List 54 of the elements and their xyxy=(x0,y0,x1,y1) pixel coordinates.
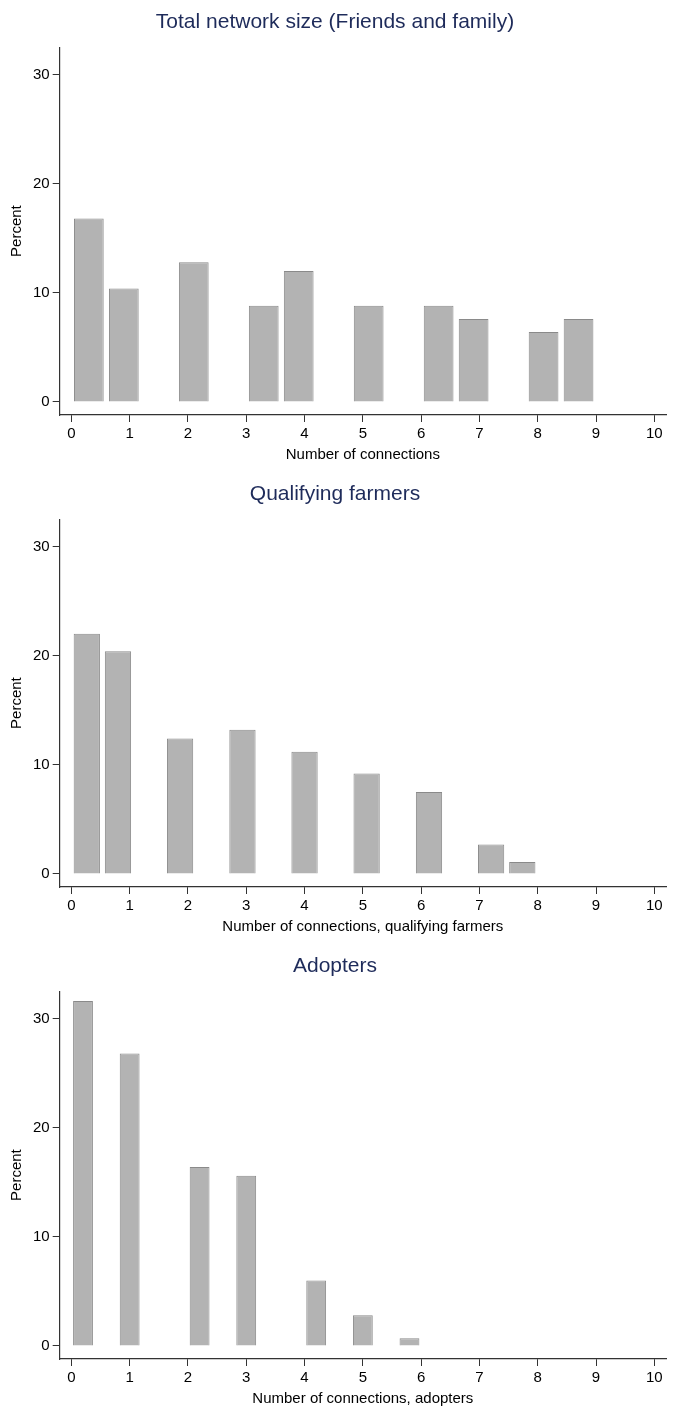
x-tick-label: 5 xyxy=(358,896,368,914)
x-tick-label: 5 xyxy=(358,424,368,442)
chart-title: Total network size (Friends and family) xyxy=(155,9,515,33)
y-tick-label: 0 xyxy=(41,864,50,882)
x-tick-label: 1 xyxy=(125,424,134,442)
x-tick-label: 2 xyxy=(183,424,193,442)
y-axis-title: Percent xyxy=(7,1148,25,1201)
x-tick-label: 2 xyxy=(183,896,193,914)
y-tick-label: 20 xyxy=(33,645,50,663)
chart-title: Adopters xyxy=(292,953,378,977)
x-tick-label: 8 xyxy=(533,896,542,914)
y-tick-label: 30 xyxy=(33,1008,50,1026)
x-tick-label: 9 xyxy=(591,896,601,914)
x-tick-label: 6 xyxy=(416,1368,426,1386)
y-tick-label: 0 xyxy=(41,1336,50,1354)
y-tick-label: 20 xyxy=(33,1117,50,1135)
x-tick-label: 10 xyxy=(646,896,663,914)
x-axis-title: Number of connections, qualifying farmers xyxy=(222,917,504,935)
y-tick-label: 10 xyxy=(33,1226,50,1244)
x-tick-label: 4 xyxy=(300,896,309,914)
x-tick-label: 7 xyxy=(475,896,484,914)
y-tick-label: 10 xyxy=(33,282,50,300)
x-tick-label: 6 xyxy=(416,424,426,442)
x-axis-title: Number of connections xyxy=(285,445,440,463)
x-tick-label: 1 xyxy=(125,1368,134,1386)
x-tick-label: 8 xyxy=(533,1368,542,1386)
x-tick-label: 0 xyxy=(67,424,76,442)
x-tick-label: 6 xyxy=(416,896,426,914)
x-tick-label: 3 xyxy=(242,1368,251,1386)
x-tick-label: 7 xyxy=(475,424,484,442)
x-tick-label: 9 xyxy=(591,1368,601,1386)
y-tick-label: 30 xyxy=(33,536,50,554)
x-tick-label: 7 xyxy=(475,1368,484,1386)
y-tick-label: 0 xyxy=(41,392,50,410)
chart-title: Qualifying farmers xyxy=(249,481,421,505)
x-tick-label: 0 xyxy=(67,896,76,914)
x-tick-label: 10 xyxy=(646,1368,663,1386)
y-axis-title: Percent xyxy=(7,676,25,729)
x-tick-label: 1 xyxy=(125,896,134,914)
x-tick-label: 3 xyxy=(242,424,251,442)
x-tick-label: 9 xyxy=(591,424,601,442)
y-axis-title: Percent xyxy=(7,204,25,257)
x-tick-label: 4 xyxy=(300,1368,309,1386)
y-tick-label: 20 xyxy=(33,173,50,191)
x-axis-title: Number of connections, adopters xyxy=(252,1389,474,1407)
x-tick-label: 0 xyxy=(67,1368,76,1386)
x-tick-label: 2 xyxy=(183,1368,193,1386)
x-tick-label: 5 xyxy=(358,1368,368,1386)
y-tick-label: 30 xyxy=(33,64,50,82)
y-tick-label: 10 xyxy=(33,754,50,772)
x-tick-label: 3 xyxy=(242,896,251,914)
x-tick-label: 4 xyxy=(300,424,309,442)
x-tick-label: 10 xyxy=(646,424,663,442)
x-tick-label: 8 xyxy=(533,424,542,442)
